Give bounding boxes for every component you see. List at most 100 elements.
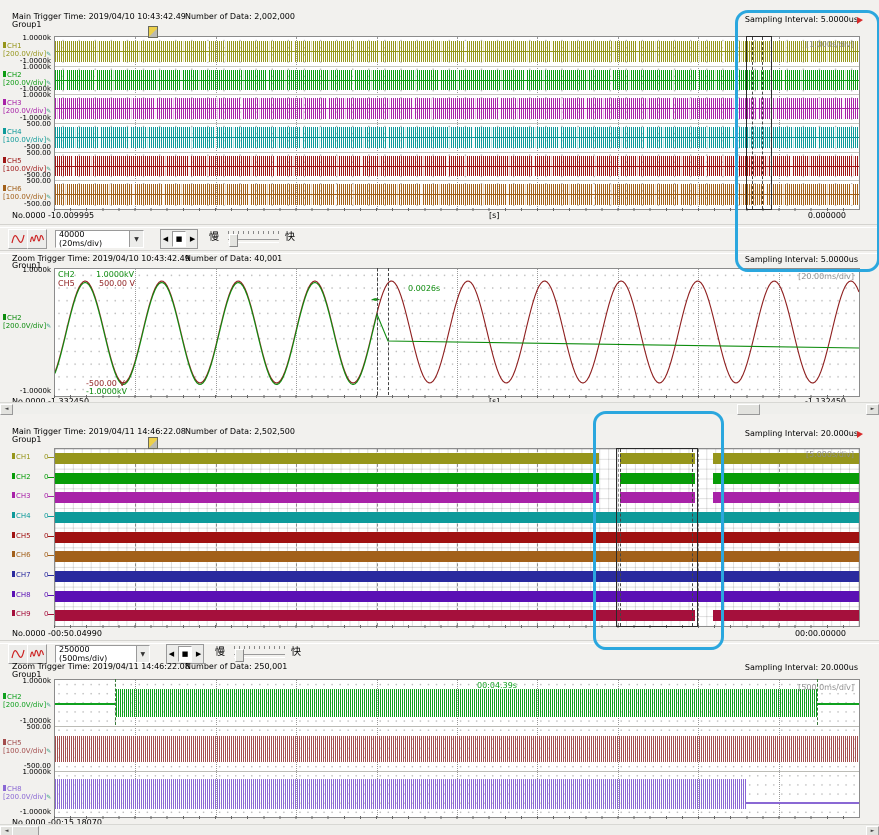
zoom1-sampling-interval: Sampling Interval: 5.0000us: [744, 255, 858, 264]
speed-slider-thumb[interactable]: [235, 649, 244, 662]
main1-axis-ticks: [54, 208, 858, 211]
channel-color-swatch: [3, 739, 6, 745]
zoom1-time-unit: [s]: [489, 397, 499, 406]
waveform-centerline: [55, 51, 859, 52]
channel-label-CH5: CH5 [100.0V/div]✎: [3, 739, 53, 756]
logic-bar-CH3: [713, 492, 859, 504]
channel-label-CH9: CH9: [12, 610, 62, 618]
cursor-span-arrows-icon: ◄►: [371, 296, 381, 303]
speed-slider-track[interactable]: [228, 239, 279, 243]
burst-start-cursor[interactable]: [115, 679, 116, 725]
flat-trace: [55, 703, 116, 705]
channel-label-CH2: CH2 [200.0V/div]✎: [3, 71, 53, 88]
logic-bar-CH9: [55, 610, 695, 622]
logic-bar-CH1: [713, 453, 859, 464]
zoom1-scrollbar[interactable]: ◄ ►: [0, 402, 879, 415]
channel-color-swatch: [12, 512, 15, 518]
scrollbar-thumb[interactable]: [737, 404, 760, 415]
red-cursor-mark: [857, 17, 863, 24]
scroll-right-icon[interactable]: ►: [866, 826, 879, 835]
waveform-trace: [55, 184, 859, 205]
axis-max-CH1: 1.0000k: [22, 34, 51, 42]
main1-zoom-region-rect[interactable]: [746, 36, 772, 210]
playback-range-select[interactable]: 40000 (20ms/div) ▼: [55, 230, 144, 248]
chevron-down-icon[interactable]: ▼: [129, 231, 143, 247]
chevron-down-icon[interactable]: ▼: [135, 646, 149, 662]
scrollbar-thumb[interactable]: [12, 826, 39, 835]
waveform-trace: [55, 69, 859, 91]
channel-name: CH3: [7, 99, 22, 107]
play-backward-button[interactable]: ◀: [168, 650, 175, 658]
measure-cursor-b[interactable]: [388, 268, 389, 395]
wave-expand-button[interactable]: [8, 644, 28, 664]
wave-expand-button[interactable]: [8, 229, 28, 249]
main2-zoom-region-rect[interactable]: [616, 448, 698, 627]
main1-waveform-plot[interactable]: [1.000s/div]: [54, 36, 860, 210]
zoom2-scrollbar[interactable]: ◄ ►: [0, 824, 879, 835]
zoom1-time-start: -1.332450: [48, 397, 89, 406]
channel-name: CH6: [16, 551, 31, 560]
channel-label-CH8: CH8: [12, 590, 62, 599]
waveform-centerline: [55, 165, 859, 167]
trigger-marker-icon[interactable]: [148, 437, 158, 449]
pen-icon: ✎: [46, 748, 52, 755]
zoom1-group-label: Group1: [12, 261, 42, 270]
pen-icon: ✎: [46, 323, 52, 330]
channel-name: CH5: [16, 531, 31, 540]
channel-divider: [55, 123, 859, 124]
channel-name: CH1: [16, 453, 31, 461]
speed-slider-track[interactable]: [234, 654, 285, 658]
channel-color-swatch: [3, 185, 6, 191]
channel-label-CH3: CH3 [200.0V/div]✎: [3, 99, 53, 116]
stop-button[interactable]: ■: [171, 231, 187, 247]
playback-range-select[interactable]: 250000 (500ms/div) ▼: [55, 645, 150, 663]
wave-compress-button[interactable]: [27, 644, 47, 664]
channel-color-swatch: [12, 551, 15, 558]
channel-divider: [55, 725, 859, 727]
play-forward-button[interactable]: ▶: [189, 235, 196, 243]
zoom2-group-label: Group1: [12, 670, 42, 679]
zoom1-legend-ch2-min: -1.0000kV: [86, 387, 127, 396]
main2-waveform-plot[interactable]: [5.000s/div]: [54, 448, 860, 627]
wave-compress-button[interactable]: [27, 229, 47, 249]
main1-time-unit: [s]: [489, 211, 500, 220]
zoom1-axis-top: 1.0000k: [22, 266, 51, 274]
measure-cursor-a[interactable]: [377, 268, 378, 395]
scroll-left-icon[interactable]: ◄: [0, 404, 13, 415]
zoom1-waveform-plot[interactable]: [20.00ms/div]: [54, 268, 860, 397]
speed-slider-thumb[interactable]: [229, 234, 238, 247]
burst-band-CH8: [55, 779, 746, 809]
logic-bar-CH1: [55, 453, 599, 464]
zoom-region-cursor[interactable]: [692, 449, 693, 626]
logic-bar-CH4: [55, 512, 859, 523]
logic-bar-CH2: [713, 472, 859, 484]
playback-range-value: 250000 (500ms/div): [59, 645, 108, 663]
waveform-centerline: [55, 137, 859, 138]
trigger-marker-icon[interactable]: [148, 26, 158, 38]
channel-name: CH2: [7, 693, 22, 701]
burst-end-cursor[interactable]: [817, 679, 818, 725]
scroll-right-icon[interactable]: ►: [866, 404, 879, 415]
zoom2-waveform-plot[interactable]: [500.0ms/div]: [54, 679, 860, 818]
waveform-centerline: [55, 194, 859, 196]
channel-name: CH2: [7, 314, 22, 322]
wave-expand-icon: [11, 649, 25, 659]
channel-color-swatch: [12, 590, 15, 597]
zero-marker-line: [48, 575, 54, 576]
speed-slow-label: 慢: [215, 647, 225, 658]
pen-icon: ✎: [46, 80, 52, 87]
channel-color-swatch: [3, 128, 6, 134]
zoom-region-cursor[interactable]: [762, 37, 763, 209]
zoom-region-cursor[interactable]: [620, 449, 621, 626]
axis-min-CH8: -1.0000k: [19, 808, 51, 816]
playback-controls: ◀ ■ ▶: [160, 229, 198, 249]
play-backward-button[interactable]: ◀: [162, 235, 169, 243]
burst-band-CH2: [116, 689, 818, 717]
channel-name: CH2: [16, 472, 31, 481]
play-forward-button[interactable]: ▶: [195, 650, 202, 658]
main2-time-end: 00:00.00000: [794, 629, 846, 638]
zoom-region-cursor[interactable]: [752, 37, 753, 209]
cursor-delta-value: 0.0026s: [408, 284, 441, 293]
stop-button[interactable]: ■: [177, 646, 193, 662]
zoom2-time-start: -00:15.18070: [48, 818, 102, 827]
